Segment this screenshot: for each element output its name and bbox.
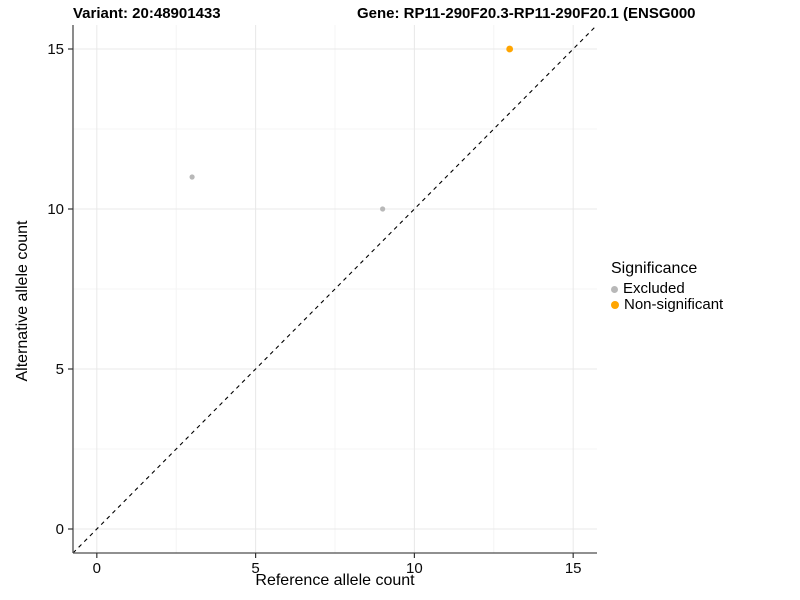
data-point-excluded <box>189 174 195 180</box>
legend-item-label: Non-significant <box>624 296 724 313</box>
non-significant-dot-icon <box>611 301 619 309</box>
legend-item-non-significant: Non-significant <box>611 297 723 313</box>
identity-line <box>72 24 598 554</box>
excluded-dot-icon <box>611 285 618 293</box>
x-tick-label: 15 <box>565 560 582 577</box>
gene-title: Gene: RP11-290F20.3-RP11-290F20.1 (ENSG0… <box>357 5 696 22</box>
variant-title: Variant: 20:48901433 <box>73 5 221 22</box>
y-tick-label: 15 <box>47 41 64 58</box>
x-axis-title: Reference allele count <box>255 572 415 589</box>
legend: Significance Excluded Non-significant <box>611 260 723 313</box>
y-tick-label: 0 <box>56 521 64 538</box>
data-point-non-significant <box>506 45 514 53</box>
x-tick-label: 10 <box>406 560 423 577</box>
x-tick-label: 5 <box>251 560 259 577</box>
legend-item-label: Excluded <box>623 280 685 297</box>
y-axis-title: Alternative allele count <box>14 220 31 382</box>
legend-item-excluded: Excluded <box>611 281 723 297</box>
data-point-excluded <box>380 206 386 212</box>
legend-title: Significance <box>611 260 698 277</box>
x-tick-label: 0 <box>93 560 101 577</box>
y-tick-label: 5 <box>56 361 64 378</box>
y-tick-label: 10 <box>47 201 64 218</box>
